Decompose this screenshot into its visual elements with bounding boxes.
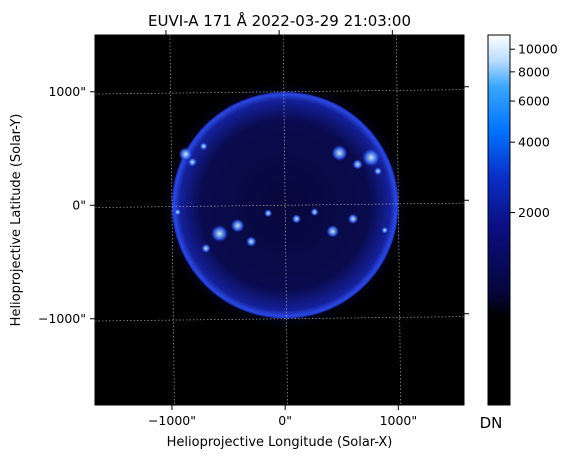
active-regions xyxy=(174,142,389,253)
active-region xyxy=(264,209,273,218)
colorbar-tick-label: 6000 xyxy=(518,94,550,109)
active-region xyxy=(381,226,389,234)
colorbar-label: DN xyxy=(480,414,503,432)
colorbar-gradient xyxy=(488,35,510,405)
active-region xyxy=(211,225,228,243)
x-tick-label: 1000" xyxy=(380,413,418,428)
chart-title: EUVI-A 171 Å 2022-03-29 21:03:00 xyxy=(148,11,411,30)
active-region xyxy=(174,208,182,216)
active-region xyxy=(187,157,197,167)
active-region xyxy=(178,147,193,161)
coordinate-grid xyxy=(95,35,464,405)
x-tick-label: 0" xyxy=(278,413,292,428)
active-region xyxy=(362,148,381,167)
active-region xyxy=(201,243,211,253)
x-tick-label: −1000" xyxy=(148,413,196,428)
y-tick-label: 1000" xyxy=(48,84,86,99)
active-region xyxy=(326,225,339,238)
colorbar: 2000 4000 6000 8000 10000 DN xyxy=(480,34,558,432)
colorbar-tick-label: 4000 xyxy=(518,135,550,150)
grid-line xyxy=(169,35,175,405)
active-region xyxy=(331,145,348,161)
colorbar-ticks: 2000 4000 6000 8000 10000 xyxy=(510,42,558,220)
y-tick-label: 0" xyxy=(72,198,86,213)
active-region xyxy=(291,214,302,224)
active-region xyxy=(230,218,245,233)
colorbar-tick-label: 10000 xyxy=(518,42,558,57)
y-axis-ticks: 1000" 0" −1000" xyxy=(38,84,469,326)
active-region xyxy=(352,159,363,170)
x-axis-label: Helioprojective Longitude (Solar-X) xyxy=(167,435,393,450)
grid-line xyxy=(282,35,288,405)
y-axis-label: Helioprojective Latitude (Solar-Y) xyxy=(9,114,24,327)
active-region xyxy=(246,236,257,247)
active-region xyxy=(374,167,382,176)
colorbar-tick-label: 2000 xyxy=(518,205,550,220)
grid-line xyxy=(395,35,402,405)
active-region xyxy=(199,142,208,151)
plot-area: −1000" 0" 1000" 1000" 0" −1000" xyxy=(38,30,469,428)
active-region xyxy=(347,213,359,224)
colorbar-frame xyxy=(487,34,511,406)
y-tick-label: −1000" xyxy=(38,311,86,326)
x-axis-ticks: −1000" 0" 1000" xyxy=(148,30,417,428)
colorbar-tick-label: 8000 xyxy=(518,64,550,79)
active-region xyxy=(310,208,319,217)
